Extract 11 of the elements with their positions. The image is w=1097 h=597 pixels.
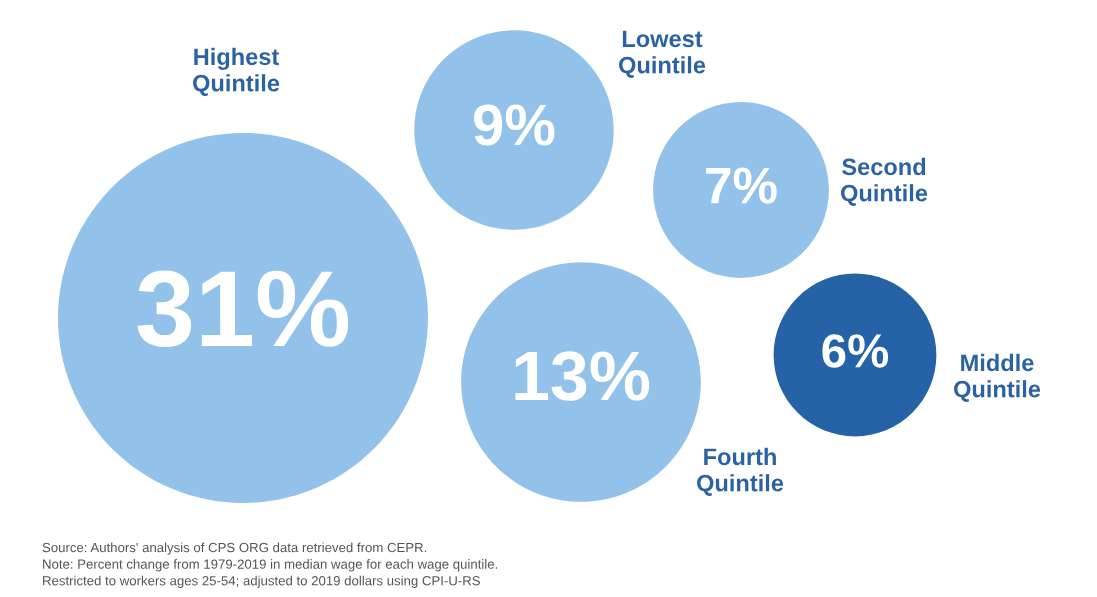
data-label: 9%: [474, 104, 555, 146]
data-label: 13%: [515, 351, 650, 401]
data-label: 7%: [706, 167, 777, 204]
category-label: Second Quintile: [841, 157, 928, 206]
category-label: Fourth Quintile: [697, 447, 784, 496]
data-label: 31%: [137, 270, 349, 348]
category-label: Middle Quintile: [954, 353, 1041, 402]
category-label: Highest Quintile: [193, 47, 280, 96]
source-note: Source: Authors' analysis of CPS ORG data retrieved from CEPR. Note: Percent change from 1979-2019 in median wage for each wage quintile. Restricted to workers ages 25-54; adjusted to 2019 dollars using CPI-U-RS: [42, 542, 498, 588]
category-label: Lowest Quintile: [619, 30, 706, 78]
data-label: 6%: [822, 334, 889, 368]
